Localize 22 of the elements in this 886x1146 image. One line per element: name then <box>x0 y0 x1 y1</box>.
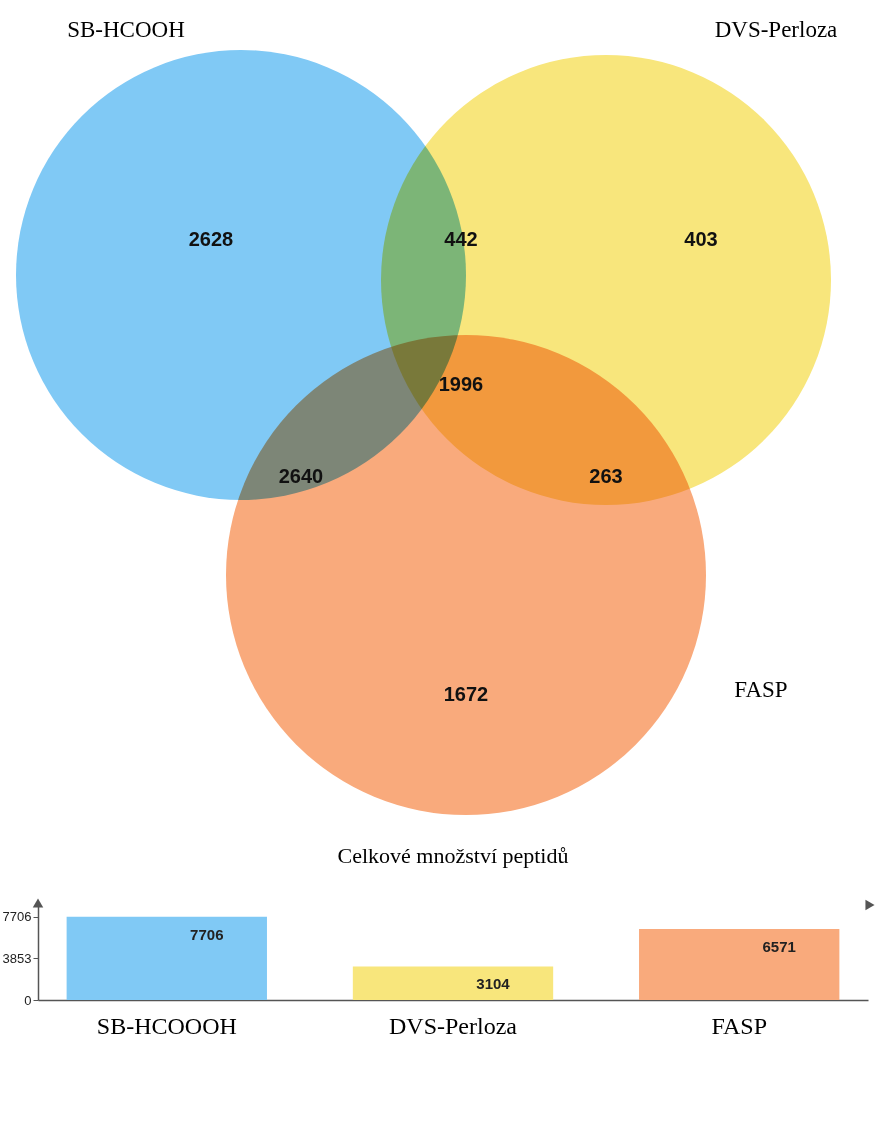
category-label: DVS-Perloza <box>714 17 838 42</box>
data-label: 6571 <box>762 938 796 956</box>
text: 2640 <box>278 465 324 487</box>
y-tick-label: 0 <box>24 992 32 1008</box>
text: 1672 <box>443 683 489 705</box>
x-tick-label: SB-HCOOOH <box>96 1012 237 1039</box>
category-label: SB-HCOOH <box>67 17 185 42</box>
x-tick-label: FASP <box>711 1012 767 1039</box>
x-tick-label: DVS-Perloza <box>389 1012 518 1039</box>
category-label: FASP <box>734 677 788 702</box>
bar <box>639 929 840 1000</box>
bar <box>66 916 267 1000</box>
text: 1996 <box>438 373 484 395</box>
y-tick-label: 7706 <box>2 909 32 925</box>
y-tick-label: 3853 <box>2 950 32 966</box>
data-label: 3104 <box>476 975 511 993</box>
text: 2628 <box>188 228 234 250</box>
text: 263 <box>589 465 623 487</box>
data-label: 7706 <box>190 925 224 943</box>
chart-title: Celkové množství peptidů <box>337 843 569 869</box>
text: 403 <box>684 228 718 250</box>
bar <box>352 966 554 1000</box>
